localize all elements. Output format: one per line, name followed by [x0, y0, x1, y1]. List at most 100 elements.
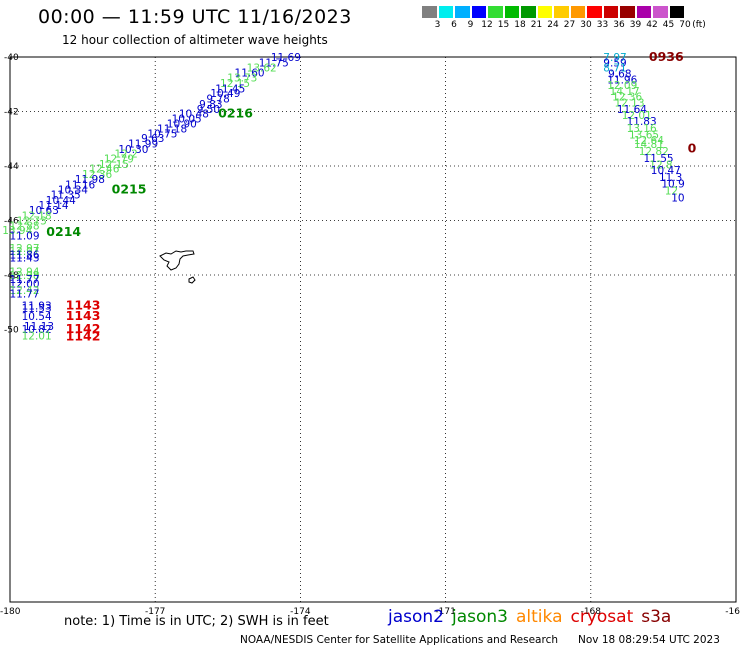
colorbar-label: 39	[629, 20, 642, 30]
swh-value: 14.81	[634, 139, 664, 151]
swh-value: 11.69	[271, 52, 301, 64]
swh-value: 12.13	[614, 98, 644, 110]
lat-tick-label: -44	[4, 162, 19, 172]
colorbar-label: 36	[613, 20, 625, 30]
swh-value: 11.16	[65, 179, 95, 191]
colorbar-swatch	[586, 5, 603, 19]
swh-value: 11.18	[157, 123, 187, 135]
pass-time-label: 1142	[66, 328, 101, 343]
swh-value: 12.01	[622, 110, 652, 122]
swh-value: 12.82	[639, 146, 669, 158]
swh-value: 9.50	[197, 104, 220, 116]
pass-time-label: 0215	[112, 182, 147, 197]
colorbar-swatch	[421, 5, 438, 19]
swh-value: 11.53	[22, 303, 52, 315]
swh-value: 11.93	[22, 301, 52, 313]
swh-value: 10.44	[46, 195, 76, 207]
colorbar-swatch	[487, 5, 504, 19]
axis-labels: -40 -42 -44 -46 -48 -50 -180 -177 -174 -171 -168 -1…	[0, 53, 740, 617]
swh-value: 12.36	[82, 169, 112, 181]
swh-value: 11.77	[9, 274, 39, 286]
swh-value: 12.73	[17, 216, 47, 228]
colorbar-swatch	[520, 5, 537, 19]
swh-value: 12.8	[649, 160, 672, 172]
swh-value: 10.75	[147, 128, 177, 140]
swh-value: 11.83	[627, 116, 657, 128]
swh-value: 9.78	[206, 93, 229, 105]
swh-value: 10.47	[651, 165, 681, 177]
swh-value: 12.36	[612, 92, 642, 104]
pass-time-label: 1142	[66, 321, 101, 336]
colorbar-label: 15	[497, 20, 510, 30]
lat-tick-label: -46	[4, 217, 19, 227]
swh-value: 9.59	[603, 57, 626, 69]
colorbar-swatch	[569, 5, 586, 19]
swh-value: 10.54	[22, 311, 52, 323]
colorbar-label: 6	[451, 20, 457, 30]
pass-time-label: 1143	[66, 298, 101, 313]
colorbar-swatch	[652, 5, 669, 19]
swh-value: 10	[671, 192, 684, 204]
footer-note: note: 1) Time is in UTC; 2) SWH is in fe…	[64, 614, 329, 629]
page-subtitle: 12 hour collection of altimeter wave hei…	[62, 33, 328, 47]
colorbar-label: 70	[679, 20, 691, 30]
pass-time-label: 0216	[218, 105, 253, 120]
swh-value: 11.86	[9, 249, 39, 261]
lat-tick-label: -42	[4, 108, 19, 118]
swh-value: 13.65	[629, 130, 659, 142]
colorbar-label: 18	[514, 20, 526, 30]
swh-value: 11.09	[9, 230, 39, 242]
swh-value: 13.73	[227, 73, 257, 85]
swh-value: 9.83	[199, 99, 222, 111]
lat-tick-label: -40	[4, 53, 19, 63]
swh-value: 12.97	[9, 243, 39, 255]
chatham-island-outline	[159, 250, 195, 271]
swh-value: 11.96	[607, 74, 637, 86]
swh-value: 10.63	[29, 205, 59, 217]
swh-value: 12.79	[104, 154, 134, 166]
colorbar-swatch	[619, 5, 636, 19]
swh-value: 14.17	[610, 86, 640, 98]
swh-value: 8.71	[603, 62, 626, 74]
lat-tick-label: -50	[4, 326, 19, 336]
graticule	[10, 57, 736, 602]
colorbar-swatch	[503, 5, 520, 19]
colorbar-swatch	[668, 5, 685, 19]
pitt-island-outline	[188, 276, 196, 284]
colorbar-swatch	[454, 5, 471, 19]
colorbar-swatch	[635, 5, 652, 19]
swh-value: 12.42	[9, 285, 39, 297]
swh-value: 12.09	[607, 80, 637, 92]
swh-value: 9.63	[141, 133, 164, 145]
colorbar-label: 27	[563, 20, 576, 30]
swh-value: 11.43	[9, 253, 39, 265]
swh-value: 12.88	[9, 220, 39, 232]
swh-value: 12.98	[9, 270, 39, 282]
swh-value: 12.15	[99, 159, 129, 171]
lon-tick-label: -174	[290, 607, 311, 617]
credit-text: NOAA/NESDIS Center for Satellite Applica…	[240, 634, 558, 646]
swh-value: 10.82	[22, 324, 52, 336]
timestamp-text: Nov 18 08:29:54 UTC 2023	[578, 634, 720, 646]
swh-value: 12.64	[634, 135, 664, 147]
colorbar-label: 21	[530, 20, 543, 30]
map-frame	[9, 56, 737, 603]
swh-value: 10.49	[210, 88, 240, 100]
colorbar-unit: (ft)	[692, 20, 706, 30]
swh-value: 11.75	[259, 57, 289, 69]
colorbar-label: 33	[596, 20, 609, 30]
swh-value: 9.68	[608, 68, 631, 80]
swh-value: 13.94	[2, 225, 32, 237]
colorbar-label: 9	[467, 20, 474, 30]
swh-value: 11.77	[9, 289, 39, 301]
swh-value: 11.64	[617, 104, 647, 116]
swh-value: 11.99	[128, 139, 158, 151]
swh-value: 12.	[665, 186, 682, 198]
swh-value: 11.35	[51, 190, 81, 202]
lat-tick-label: -48	[4, 271, 19, 281]
swh-value: 11.14	[39, 200, 69, 212]
pass-time-label: 0	[688, 140, 697, 155]
swh-value: 11.55	[644, 153, 674, 165]
mission-jason3: jason3	[452, 607, 508, 627]
